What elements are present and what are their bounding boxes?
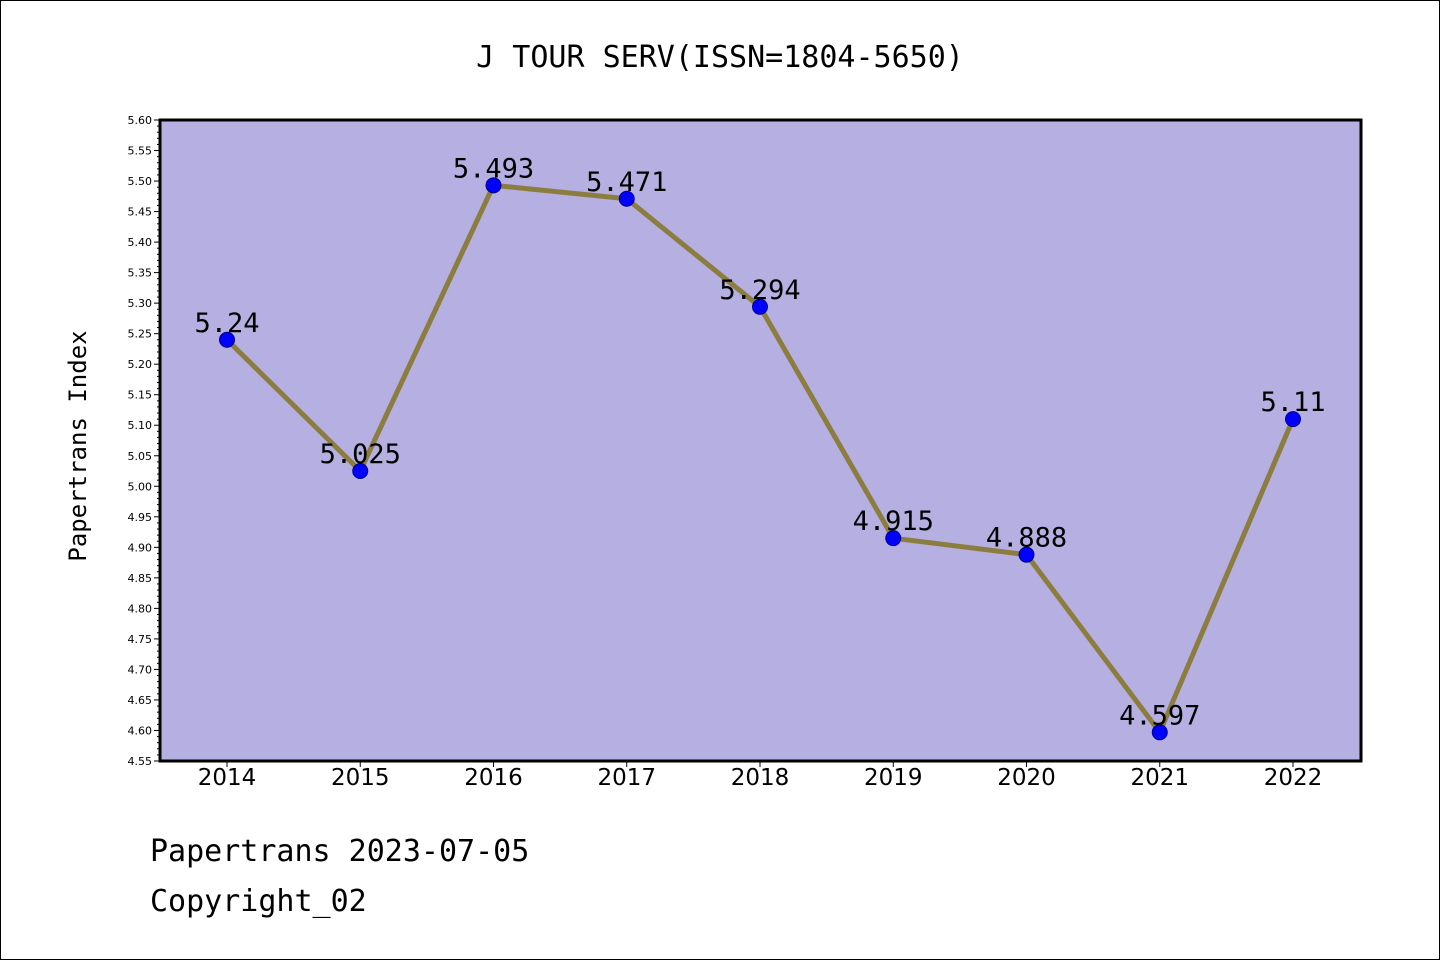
y-axis-label: Papertrans Index: [64, 330, 92, 561]
data-point: [618, 190, 635, 207]
x-tick-label: 2015: [331, 765, 390, 791]
data-points: [219, 177, 1301, 741]
y-tick-label: 5.55: [128, 145, 153, 158]
y-axis: 4.55 4.60 4.65 4.70 4.75 4.80 4.85 4.90 4.95 5.00…: [128, 114, 160, 768]
y-tick-label: 5.50: [128, 175, 153, 188]
data-point: [885, 530, 902, 547]
data-labels: 5.24 5.025 5.493 5.471 5.294 4.915 4.888 4.597 5…: [194, 153, 1325, 731]
y-tick-label: 4.65: [128, 694, 153, 707]
y-tick-label: 4.75: [128, 633, 153, 646]
y-tick-label: 4.90: [128, 541, 153, 554]
data-point: [352, 463, 369, 480]
x-tick-label: 2022: [1264, 765, 1323, 791]
y-tick-label: 5.05: [128, 450, 153, 463]
x-tick-label: 2017: [597, 765, 656, 791]
x-tick-label: 2014: [198, 765, 257, 791]
y-tick-label: 5.60: [128, 114, 153, 127]
data-label: 4.597: [1119, 700, 1200, 731]
data-label: 5.025: [320, 439, 401, 470]
y-tick-label: 5.10: [128, 419, 153, 432]
data-point: [1151, 724, 1168, 741]
x-tick-label: 2016: [464, 765, 523, 791]
plot-area: [158, 118, 1363, 763]
x-axis: 2014 2015 2016 2017 2018 2019 2020 2021 2022: [198, 761, 1323, 791]
data-point: [752, 298, 768, 315]
footer-date-line: Papertrans 2023-07-05: [150, 834, 530, 869]
y-tick-label: 4.55: [128, 755, 153, 768]
data-label: 4.888: [986, 523, 1067, 554]
data-label: 5.471: [586, 167, 667, 198]
y-tick-label: 5.40: [128, 236, 153, 249]
x-tick-label: 2021: [1130, 765, 1189, 791]
data-point: [219, 331, 235, 348]
data-label: 5.11: [1260, 387, 1325, 418]
y-tick-label: 4.70: [128, 663, 153, 676]
y-tick-label: 5.20: [128, 358, 153, 371]
y-tick-label: 5.25: [128, 328, 153, 341]
x-tick-label: 2020: [997, 765, 1056, 791]
y-tick-label: 5.15: [128, 389, 153, 402]
y-tick-label: 4.95: [128, 511, 153, 524]
y-tick-label: 5.45: [128, 206, 153, 219]
y-tick-label: 5.30: [128, 297, 153, 310]
data-point: [1285, 411, 1301, 428]
data-label: 4.915: [853, 506, 934, 537]
y-tick-label: 4.85: [128, 572, 153, 585]
y-tick-label: 5.00: [128, 480, 153, 493]
data-label: 5.24: [194, 308, 259, 339]
chart-title: J TOUR SERV(ISSN=1804-5650): [476, 40, 964, 75]
x-tick-label: 2019: [864, 765, 923, 791]
y-tick-label: 4.60: [128, 724, 153, 737]
y-tick-label: 5.35: [128, 267, 153, 280]
y-tick-label: 4.80: [128, 602, 153, 615]
footer-copyright: Copyright_02: [150, 884, 367, 919]
data-point: [485, 177, 502, 194]
data-label: 5.294: [719, 275, 800, 306]
data-point: [1018, 546, 1035, 563]
x-tick-label: 2018: [731, 765, 790, 791]
data-label: 5.493: [453, 153, 534, 184]
